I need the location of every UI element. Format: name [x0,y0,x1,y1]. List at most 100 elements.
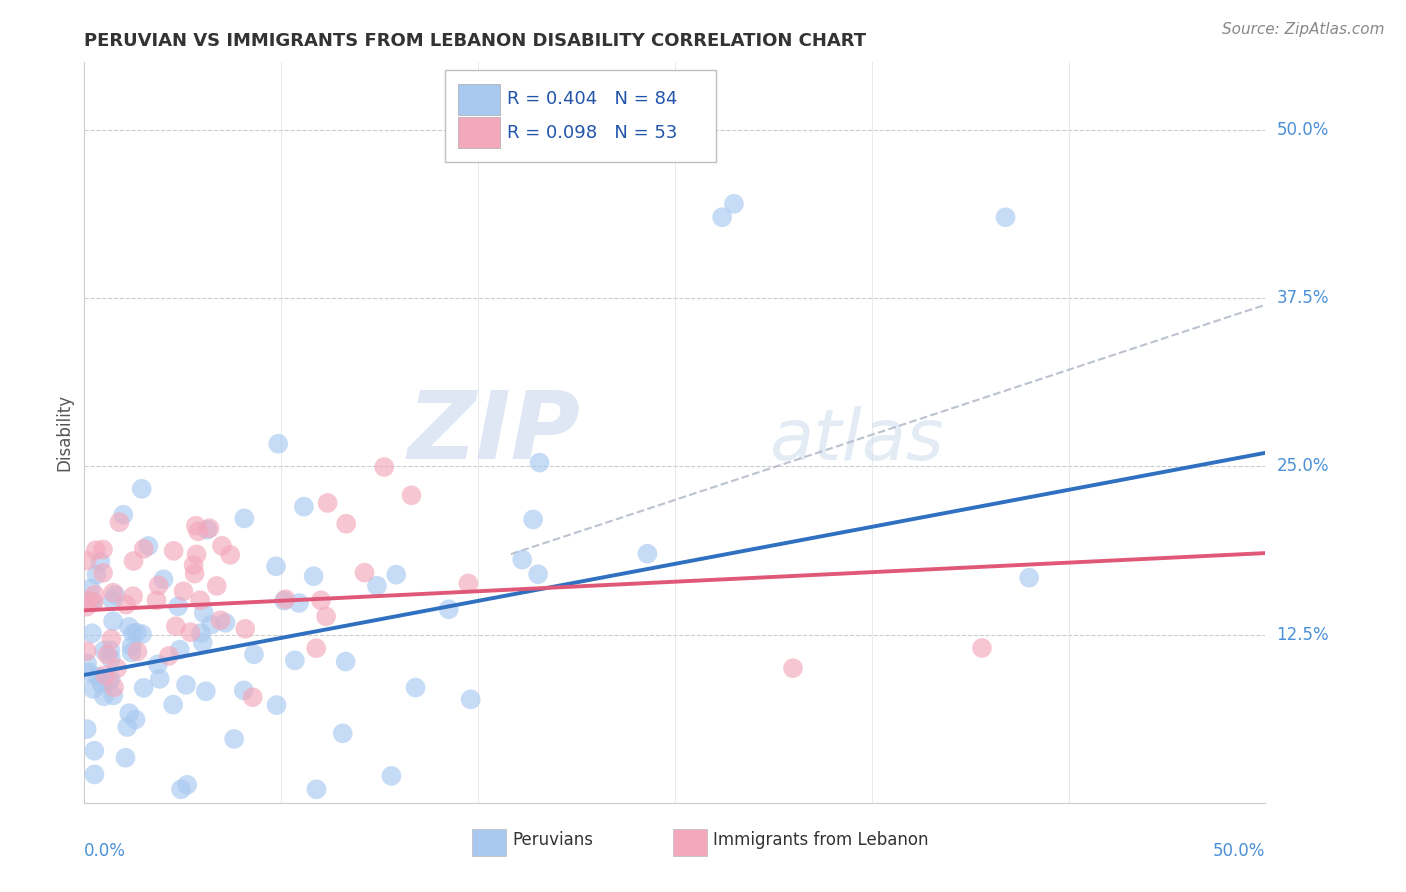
Point [163,544,186,558]
Point [94,668,117,682]
Point [205,579,228,593]
Point [127,644,149,658]
Point [76,657,98,671]
Point [83,595,105,609]
Point [124,713,146,727]
Point [405,681,427,695]
Point [187,524,209,539]
Point [274,592,297,607]
Point [188,593,211,607]
Point [145,593,167,607]
Y-axis label: Disability: Disability [55,394,73,471]
Point [83,588,105,602]
Point [437,602,460,616]
Point [104,588,127,602]
Point [90,677,112,691]
Text: 50.0%: 50.0% [1277,120,1329,139]
Point [122,626,145,640]
Point [266,698,288,712]
FancyBboxPatch shape [444,70,716,162]
Point [332,726,354,740]
FancyBboxPatch shape [472,830,506,856]
Point [103,689,125,703]
Point [385,567,408,582]
Point [100,651,122,665]
Point [273,593,295,607]
Text: R = 0.404   N = 84: R = 0.404 N = 84 [508,90,678,109]
Point [82,681,104,696]
Point [118,706,141,720]
Text: 50.0%: 50.0% [1213,842,1265,860]
Point [366,579,388,593]
Point [179,625,201,640]
Text: PERUVIAN VS IMMIGRANTS FROM LEBANON DISABILITY CORRELATION CHART: PERUVIAN VS IMMIGRANTS FROM LEBANON DISA… [84,32,866,50]
Text: ZIP: ZIP [408,386,581,479]
Point [316,496,339,510]
Point [157,648,180,663]
Point [209,613,232,627]
Point [723,196,745,211]
Point [118,620,141,634]
Text: Peruvians: Peruvians [512,830,593,849]
Point [152,572,174,586]
Point [86,669,108,683]
Point [162,698,184,712]
Point [264,559,287,574]
Point [186,548,208,562]
Point [315,609,337,624]
Point [510,552,533,566]
Point [353,566,375,580]
Point [82,595,104,609]
Point [136,539,159,553]
Point [108,515,131,529]
Point [121,639,143,653]
FancyBboxPatch shape [457,84,501,115]
Point [93,690,115,704]
Point [970,640,993,655]
Point [115,598,138,612]
Point [148,578,170,592]
Text: 25.0%: 25.0% [1277,458,1329,475]
Point [89,555,111,569]
Point [101,593,124,607]
Point [782,661,804,675]
Point [183,566,205,581]
Point [522,512,544,526]
Point [77,665,100,680]
Point [243,648,266,662]
Point [101,614,124,628]
Point [91,542,114,557]
Point [224,731,246,746]
Text: R = 0.098   N = 53: R = 0.098 N = 53 [508,124,678,142]
Point [122,554,145,568]
Point [335,655,357,669]
Point [172,584,194,599]
Text: atlas: atlas [769,406,943,475]
Point [267,436,290,450]
Point [193,606,215,620]
Point [994,211,1017,225]
Point [190,626,212,640]
Point [214,615,236,630]
Point [132,541,155,556]
Point [242,690,264,705]
Point [292,500,315,514]
Point [79,582,101,596]
Point [149,672,172,686]
Point [711,211,734,225]
Point [460,692,482,706]
Text: 0.0%: 0.0% [84,842,127,860]
Point [302,569,325,583]
Point [100,672,122,686]
Point [122,589,145,603]
Point [79,595,101,609]
Point [82,626,104,640]
Point [101,585,124,599]
Point [288,596,311,610]
Point [380,769,402,783]
Point [232,683,254,698]
Point [114,750,136,764]
Text: 12.5%: 12.5% [1277,625,1329,643]
Point [76,599,98,614]
Point [125,625,148,640]
